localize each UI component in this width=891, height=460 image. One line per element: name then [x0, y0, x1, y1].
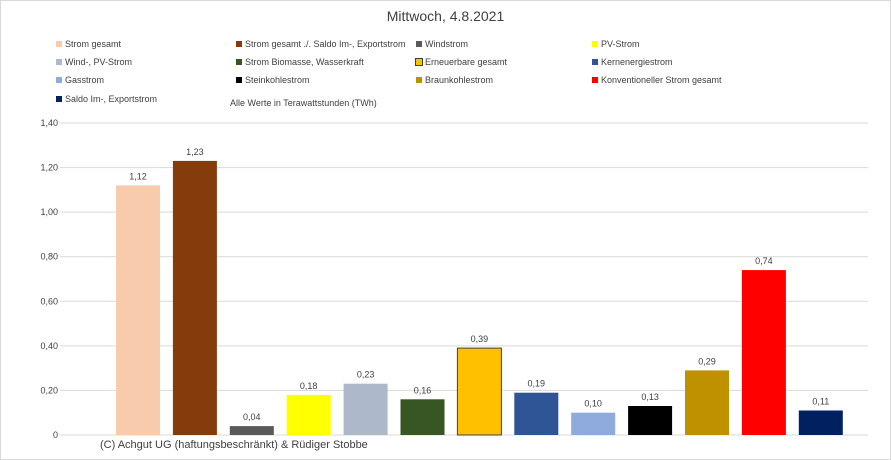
legend-item: Wind-, PV-Strom [56, 57, 132, 67]
legend-swatch [236, 41, 242, 47]
legend-label: Strom gesamt [65, 39, 122, 49]
legend-item: Windstrom [416, 39, 468, 49]
legend-swatch [56, 77, 62, 83]
data-label: 1,23 [186, 147, 204, 157]
data-label: 0,04 [243, 412, 261, 422]
legend-item: Gasstrom [56, 75, 104, 85]
legend-item: Strom gesamt ./. Saldo Im-, Exportstrom [236, 39, 406, 49]
legend-item: Kernenergiestrom [592, 57, 673, 67]
legend-label: Strom gesamt ./. Saldo Im-, Exportstrom [245, 39, 406, 49]
data-label: 0,74 [755, 256, 773, 266]
legend-label: PV-Strom [601, 39, 640, 49]
legend-swatch [56, 96, 62, 102]
legend: Strom gesamt Strom gesamt ./. Saldo Im-, … [0, 0, 891, 110]
bar [172, 160, 217, 435]
data-label: 0,23 [357, 370, 375, 380]
data-label: 0,13 [641, 392, 659, 402]
chart-title: Mittwoch, 4.8.2021 [386, 8, 505, 24]
legend-label: Gasstrom [65, 75, 105, 85]
data-label: 0,19 [528, 379, 546, 389]
legend-label: Braunkohlestrom [425, 75, 494, 85]
legend-item: PV-Strom [592, 39, 640, 49]
legend-swatch [592, 59, 598, 65]
units-note: Alle Werte in Terawattstunden (TWh) [230, 98, 377, 108]
y-tick-label: 0,20 [40, 385, 58, 395]
legend-item: Steinkohlestrom [236, 75, 310, 85]
bar [798, 410, 843, 435]
legend-item: Braunkohlestrom [416, 75, 493, 85]
bar [456, 347, 502, 436]
legend-label: Strom Biomasse, Wasserkraft [245, 57, 364, 67]
legend-label: Erneuerbare gesamt [425, 57, 508, 67]
copyright-note: (C) Achgut UG (haftungsbeschränkt) & Rüd… [100, 439, 368, 451]
bar [286, 394, 331, 435]
legend-swatch [416, 77, 422, 83]
legend-item: Strom gesamt [56, 39, 121, 49]
data-label: 0,11 [812, 397, 829, 407]
legend-item: Erneuerbare gesamt [415, 57, 508, 67]
data-label: 1,12 [129, 171, 147, 181]
data-label: 0,29 [698, 356, 716, 366]
data-label: 0,18 [300, 381, 318, 391]
y-tick-label: 0,40 [40, 341, 58, 351]
bar [343, 383, 388, 435]
legend-swatch [56, 41, 62, 47]
legend-swatch [592, 77, 598, 83]
legend-item: Konventioneller Strom gesamt [592, 75, 722, 85]
bar [400, 399, 445, 435]
bar [741, 270, 786, 435]
legend-swatch [236, 77, 242, 83]
data-label: 0,10 [584, 399, 602, 409]
legend-label: Konventioneller Strom gesamt [601, 75, 722, 85]
bar [116, 185, 160, 435]
legend-swatch [415, 58, 423, 66]
legend-label: Wind-, PV-Strom [65, 57, 133, 67]
legend-swatch [416, 41, 422, 47]
legend-item: Strom Biomasse, Wasserkraft [236, 57, 364, 67]
y-tick-label: 0 [53, 430, 58, 440]
y-tick-label: 1,20 [40, 163, 58, 173]
legend-label: Saldo Im-, Exportstrom [65, 94, 158, 104]
y-tick-label: 1,00 [40, 207, 58, 217]
legend-label: Steinkohlestrom [245, 75, 310, 85]
bar [628, 406, 673, 435]
data-label: 0,16 [414, 385, 432, 395]
bar [514, 392, 559, 435]
legend-swatch [236, 59, 242, 65]
legend-label: Kernenergiestrom [601, 57, 673, 67]
legend-item: Saldo Im-, Exportstrom [56, 94, 157, 104]
y-tick-label: 0,80 [40, 252, 58, 262]
y-tick-label: 1,40 [40, 118, 58, 128]
bar [571, 412, 616, 435]
legend-swatch [592, 41, 598, 47]
y-tick-label: 0,60 [40, 296, 58, 306]
bar [229, 426, 274, 435]
legend-swatch [56, 59, 62, 65]
data-label: 0,39 [471, 334, 489, 344]
legend-label: Windstrom [425, 39, 469, 49]
bar [685, 370, 729, 435]
